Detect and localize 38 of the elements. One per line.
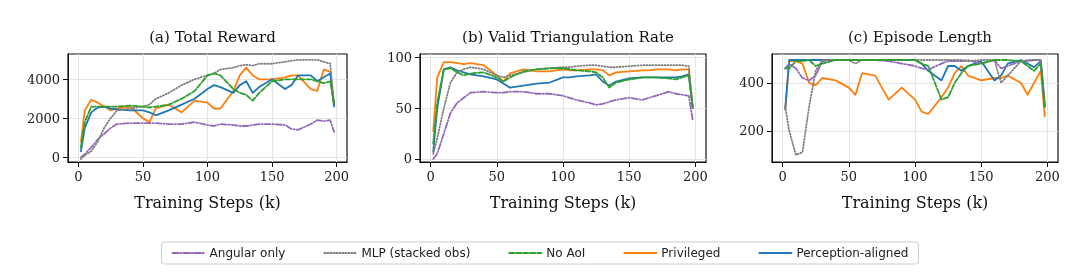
x-tick-label: 150 <box>259 169 285 184</box>
x-tick-label: 50 <box>488 169 506 184</box>
line-series <box>432 90 694 160</box>
x-tick-label: 150 <box>616 169 642 184</box>
x-tick-label: 100 <box>550 169 576 184</box>
x-tick-label: 200 <box>682 169 708 184</box>
x-tick-label: 100 <box>902 169 928 184</box>
x-tick-label: 200 <box>324 169 350 184</box>
x-axis-title: Training Steps (k) <box>134 192 281 212</box>
x-tick-label: 50 <box>840 169 858 184</box>
line-series <box>784 59 1046 156</box>
legend-label: No AoI <box>546 246 586 260</box>
x-tick-label: 0 <box>426 169 435 184</box>
y-tick-label: 2000 <box>26 110 60 126</box>
x-axis-title: Training Steps (k) <box>489 192 637 212</box>
y-tick-label: 0 <box>51 149 60 165</box>
x-tick-label: 0 <box>74 169 83 184</box>
legend-label: MLP (stacked obs) <box>361 246 471 260</box>
legend-label: Angular only <box>209 246 286 260</box>
line-series <box>432 61 694 133</box>
y-tick-label: 0 <box>403 151 412 167</box>
x-axis-title: Training Steps (k) <box>841 192 989 212</box>
line-series <box>80 58 335 160</box>
x-tick-label: 100 <box>195 169 220 184</box>
x-tick-label: 0 <box>778 169 787 184</box>
chart-title: (a) Total Reward <box>149 27 277 46</box>
chart-title: (c) Episode Length <box>848 27 993 46</box>
x-tick-label: 50 <box>134 169 152 184</box>
y-tick-label: 4000 <box>26 71 60 87</box>
legend-label: Privileged <box>661 246 721 260</box>
line-series <box>80 119 335 159</box>
y-tick-label: 400 <box>739 75 764 91</box>
y-tick-label: 100 <box>387 49 412 65</box>
x-tick-label: 150 <box>968 169 994 184</box>
legend-label: Perception-aligned <box>796 246 909 260</box>
x-tick-label: 200 <box>1034 169 1060 184</box>
chart-title: (b) Valid Triangulation Rate <box>462 27 675 46</box>
y-tick-label: 50 <box>395 100 412 116</box>
